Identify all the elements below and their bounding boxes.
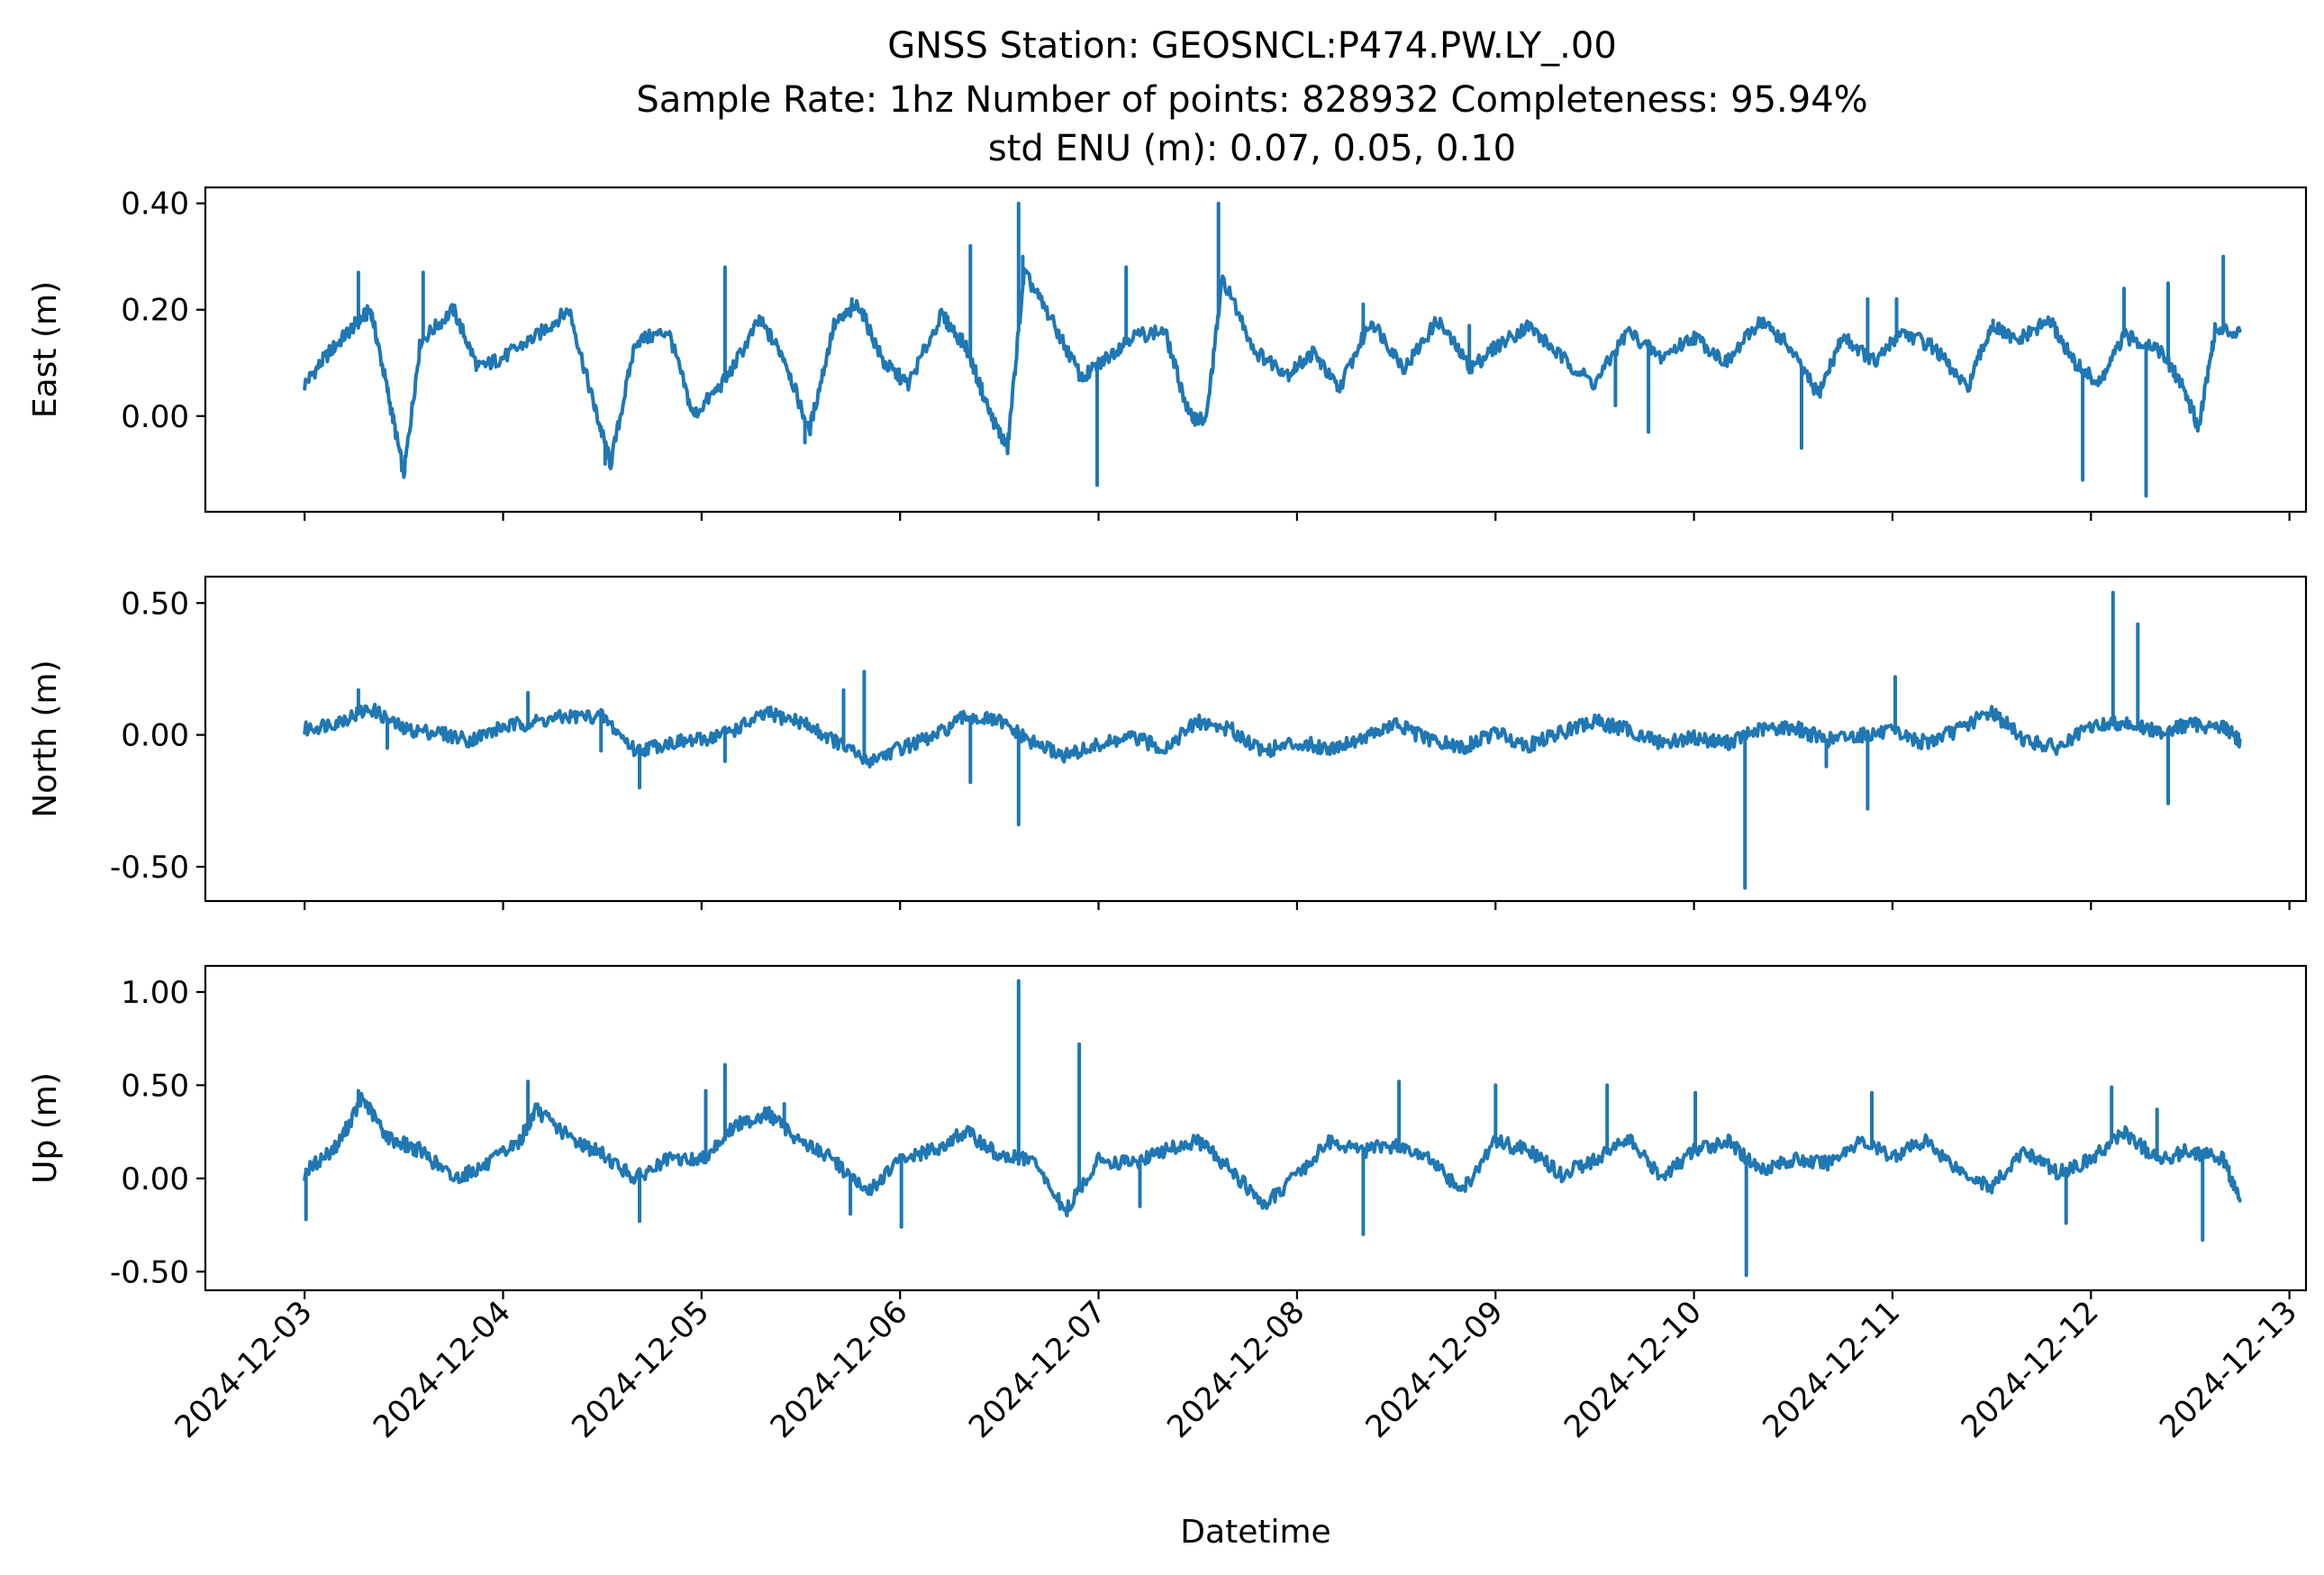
up-ytick-label: 1.00 bbox=[121, 975, 189, 1011]
east-ytick-label: 0.20 bbox=[121, 293, 189, 329]
up-xtick-label: 2024-12-09 bbox=[1359, 1294, 1511, 1445]
up-xtick-label: 2024-12-03 bbox=[168, 1294, 320, 1445]
east-ytick-label: 0.40 bbox=[121, 187, 189, 223]
up-xtick-label: 2024-12-10 bbox=[1557, 1294, 1709, 1445]
x-axis-label: Datetime bbox=[1180, 1514, 1330, 1551]
title-line-station: GNSS Station: GEOSNCL:P474.PW.LY_.00 bbox=[887, 25, 1617, 67]
north-panel: -0.50 0.00 0.50 North (m) bbox=[27, 575, 2308, 910]
north-ytick-label: 0.50 bbox=[121, 586, 189, 622]
up-xtick-label: 2024-12-07 bbox=[962, 1294, 1113, 1445]
up-xtick-label: 2024-12-06 bbox=[764, 1294, 915, 1445]
up-xtick-label: 2024-12-04 bbox=[367, 1294, 518, 1445]
up-ytick-label: -0.50 bbox=[110, 1254, 189, 1290]
up-panel: -0.50 0.00 0.50 1.00 2024-12-03 2024-12-04 202… bbox=[27, 964, 2308, 1551]
north-series-line bbox=[303, 590, 2242, 890]
up-axes-frame bbox=[204, 964, 2308, 1292]
north-ytick-label: -0.50 bbox=[110, 850, 189, 886]
up-ylabel: Up (m) bbox=[27, 1072, 64, 1184]
north-ylabel: North (m) bbox=[27, 660, 64, 817]
figure-title: GNSS Station: GEOSNCL:P474.PW.LY_.00 Sam… bbox=[636, 25, 1867, 169]
up-xtick-label: 2024-12-05 bbox=[565, 1294, 716, 1445]
east-panel: 0.00 0.20 0.40 East (m) bbox=[27, 186, 2308, 521]
up-ytick-label: 0.00 bbox=[121, 1161, 189, 1197]
up-xtick-label: 2024-12-11 bbox=[1756, 1294, 1907, 1445]
east-ylabel: East (m) bbox=[27, 281, 64, 418]
up-xtick-label: 2024-12-13 bbox=[2153, 1294, 2304, 1445]
north-ytick-label: 0.00 bbox=[121, 718, 189, 754]
up-series-line bbox=[303, 979, 2242, 1278]
title-line-std-enu: std ENU (m): 0.07, 0.05, 0.10 bbox=[988, 128, 1516, 169]
up-xtick-label: 2024-12-12 bbox=[1955, 1294, 2106, 1445]
up-ytick-label: 0.50 bbox=[121, 1068, 189, 1104]
up-xtick-label: 2024-12-08 bbox=[1160, 1294, 1312, 1445]
title-line-sample-rate: Sample Rate: 1hz Number of points: 82893… bbox=[636, 79, 1867, 121]
east-axes-frame bbox=[204, 186, 2308, 514]
east-series-line bbox=[303, 201, 2242, 498]
east-ytick-label: 0.00 bbox=[121, 399, 189, 435]
north-axes-frame bbox=[204, 575, 2308, 903]
